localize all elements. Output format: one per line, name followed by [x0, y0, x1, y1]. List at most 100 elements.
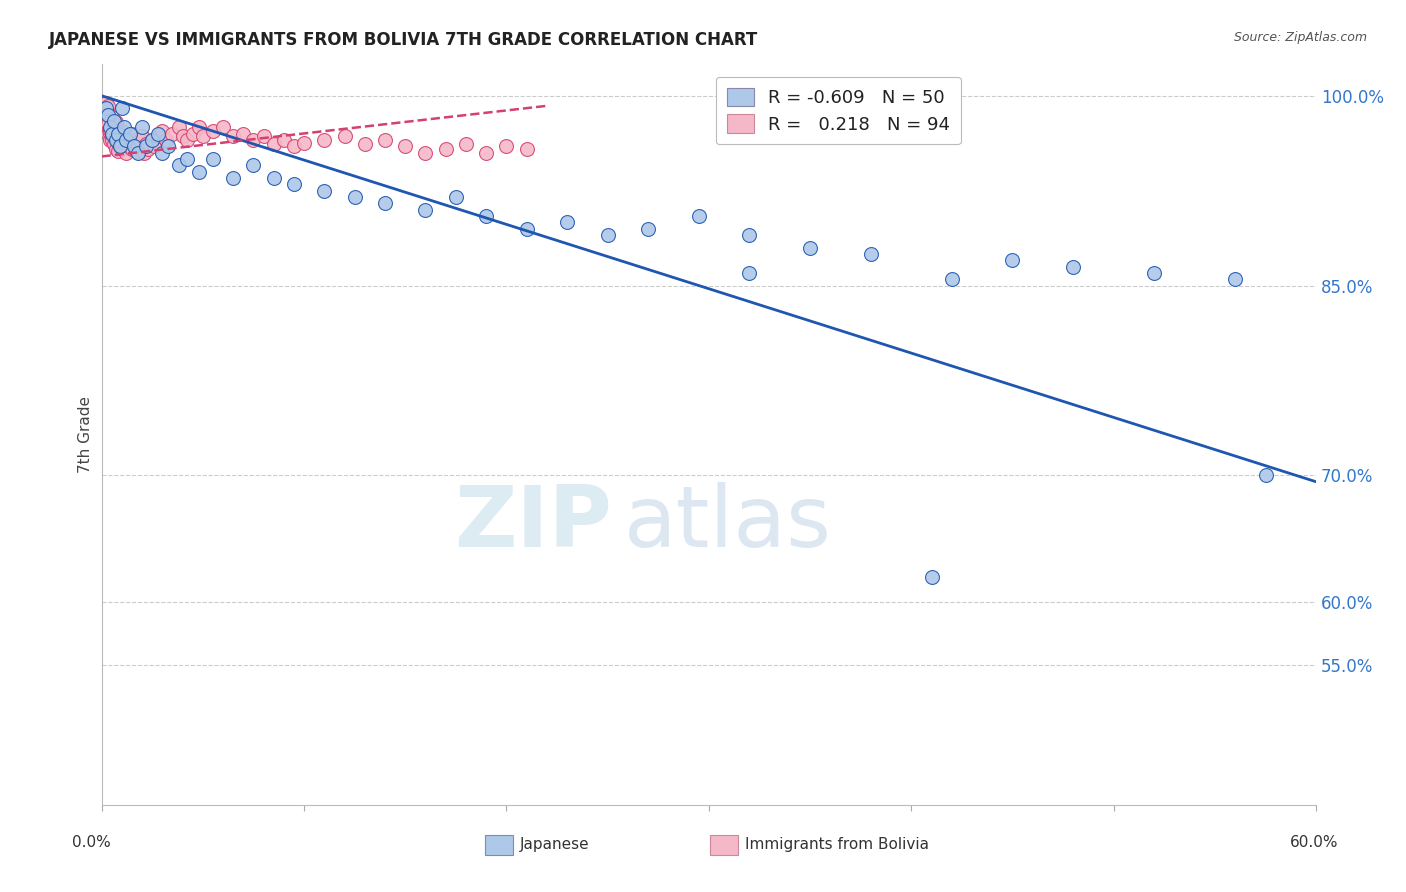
- Point: [187, 164, 209, 178]
- Point: [1254, 468, 1277, 483]
- Point: [100, 129, 122, 144]
- Point: [112, 136, 135, 151]
- Point: [121, 127, 143, 141]
- Point: [122, 139, 145, 153]
- Point: [122, 136, 145, 150]
- Point: [150, 145, 173, 160]
- Point: [921, 570, 943, 584]
- Point: [1062, 260, 1084, 274]
- Point: [148, 129, 170, 144]
- Point: [454, 136, 477, 151]
- Point: [111, 124, 134, 138]
- Point: [187, 120, 209, 135]
- Point: [201, 152, 224, 166]
- Point: [212, 120, 235, 135]
- Point: [107, 145, 129, 159]
- Point: [283, 178, 305, 192]
- Point: [263, 171, 285, 186]
- Point: [444, 190, 467, 204]
- Point: [98, 127, 121, 141]
- Legend: R = -0.609   N = 50, R =   0.218   N = 94: R = -0.609 N = 50, R = 0.218 N = 94: [716, 77, 960, 145]
- Point: [141, 133, 163, 147]
- Point: [688, 209, 710, 223]
- Point: [104, 124, 127, 138]
- Point: [125, 145, 148, 159]
- Point: [118, 133, 141, 147]
- Point: [97, 99, 120, 113]
- Point: [516, 221, 538, 235]
- Point: [738, 266, 761, 280]
- Point: [97, 117, 120, 131]
- Point: [97, 108, 120, 122]
- Point: [117, 139, 139, 153]
- Point: [104, 133, 127, 147]
- Point: [172, 129, 194, 144]
- Point: [283, 139, 305, 153]
- Text: atlas: atlas: [624, 482, 832, 565]
- Text: 0.0%: 0.0%: [72, 836, 111, 850]
- Point: [167, 158, 190, 172]
- Point: [252, 129, 274, 144]
- Point: [596, 227, 619, 242]
- Point: [93, 101, 115, 115]
- Point: [127, 145, 149, 160]
- Point: [100, 117, 122, 131]
- Point: [167, 120, 190, 135]
- Point: [121, 142, 143, 156]
- Text: Source: ZipAtlas.com: Source: ZipAtlas.com: [1233, 31, 1367, 45]
- Point: [343, 190, 366, 204]
- Point: [97, 127, 120, 141]
- Point: [394, 139, 416, 153]
- Point: [94, 96, 117, 111]
- Point: [374, 196, 396, 211]
- Point: [1001, 253, 1024, 268]
- Point: [176, 152, 198, 166]
- Point: [97, 120, 120, 135]
- Point: [637, 221, 659, 235]
- Point: [103, 119, 125, 133]
- Point: [799, 241, 821, 255]
- Point: [132, 145, 155, 160]
- Point: [941, 272, 963, 286]
- Point: [242, 133, 264, 147]
- Point: [141, 133, 163, 147]
- Text: Japanese: Japanese: [520, 838, 591, 852]
- Point: [129, 133, 152, 147]
- Point: [107, 127, 129, 141]
- Point: [94, 120, 117, 135]
- Point: [115, 145, 138, 160]
- Point: [108, 139, 131, 153]
- Point: [111, 101, 134, 115]
- Point: [93, 114, 115, 128]
- Point: [242, 158, 264, 172]
- Point: [157, 139, 180, 153]
- Point: [434, 142, 457, 156]
- Point: [135, 136, 157, 151]
- Point: [107, 136, 129, 150]
- Point: [292, 136, 315, 150]
- Point: [353, 136, 375, 151]
- Point: [415, 145, 437, 160]
- Point: [93, 103, 115, 118]
- Point: [232, 127, 254, 141]
- Point: [201, 124, 224, 138]
- Point: [111, 133, 134, 147]
- Point: [98, 123, 121, 137]
- Point: [93, 108, 115, 122]
- Point: [475, 209, 498, 223]
- Point: [859, 247, 882, 261]
- Point: [107, 127, 129, 141]
- Point: [98, 120, 121, 135]
- Point: [1143, 266, 1166, 280]
- Point: [222, 129, 245, 144]
- Point: [108, 129, 131, 144]
- Point: [127, 139, 149, 153]
- Point: [314, 184, 336, 198]
- Point: [107, 124, 129, 138]
- Point: [333, 129, 356, 144]
- Point: [115, 129, 138, 144]
- Point: [94, 112, 117, 126]
- Point: [475, 145, 498, 160]
- Point: [738, 227, 761, 242]
- Point: [181, 127, 204, 141]
